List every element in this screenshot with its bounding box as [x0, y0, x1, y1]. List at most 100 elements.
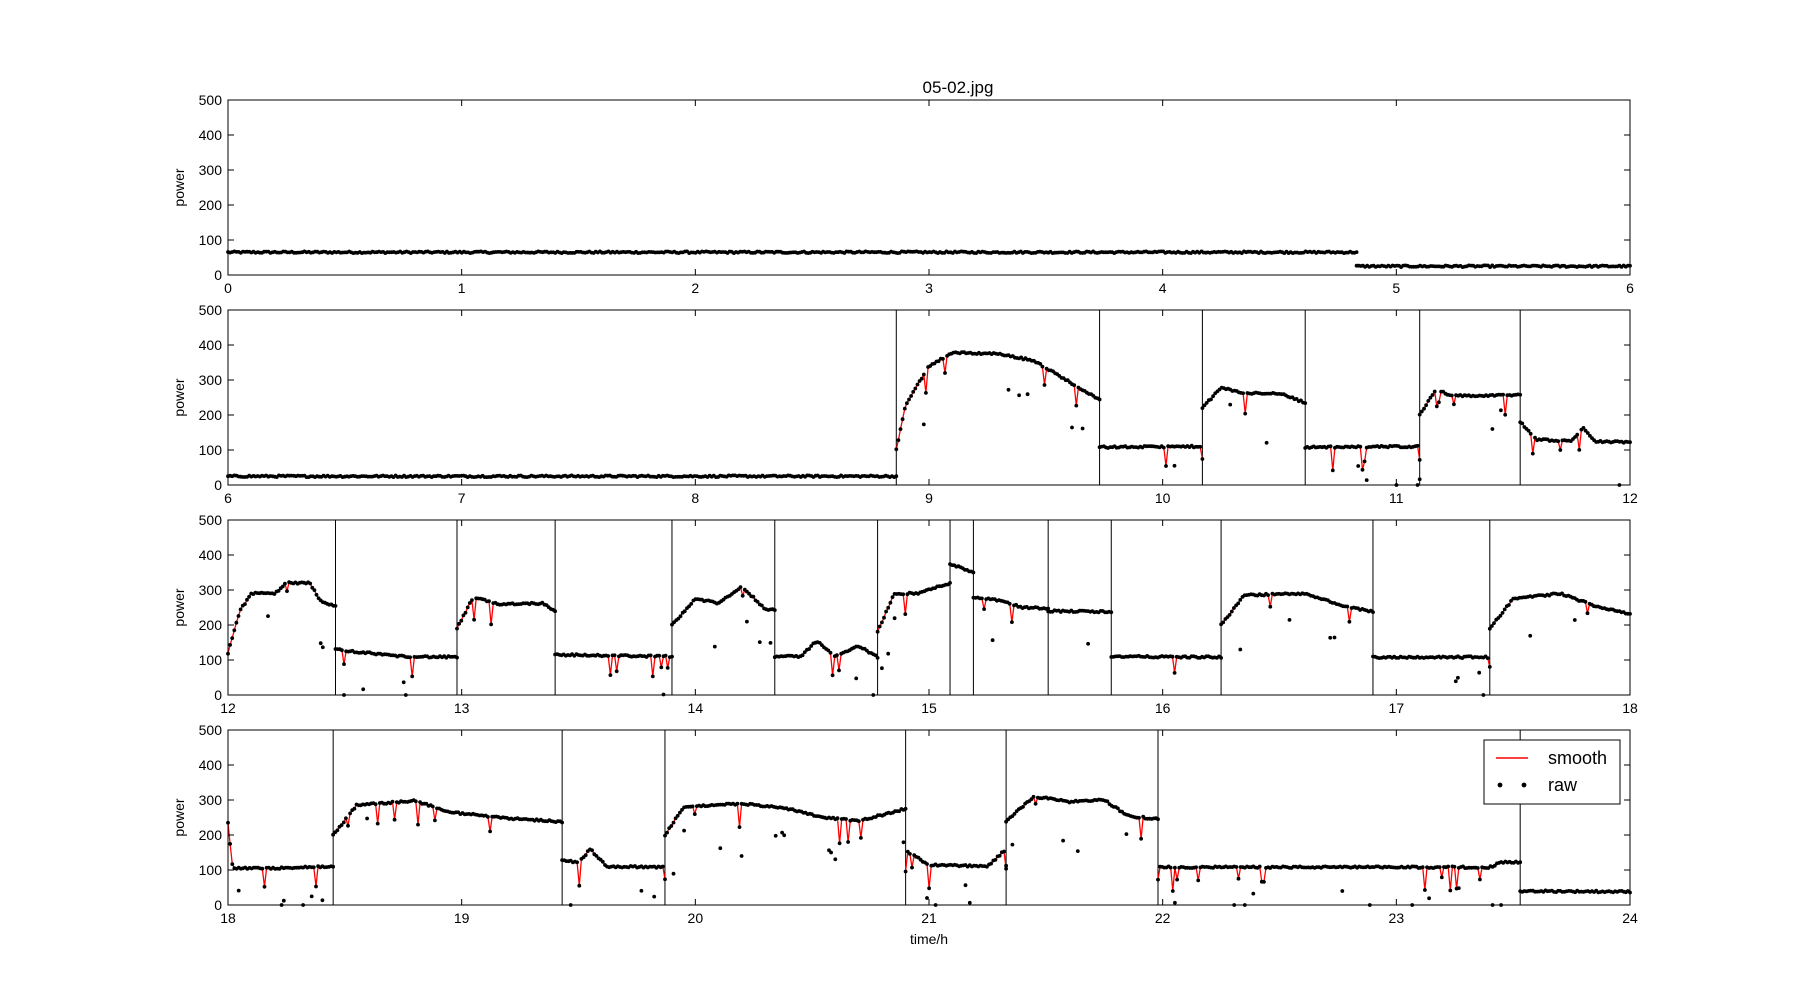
- raw-point: [341, 820, 346, 825]
- raw-series: [875, 581, 952, 671]
- raw-point: [835, 816, 840, 821]
- raw-point: [228, 842, 233, 846]
- chart-panel: 12 13 14 15 16 17 18 0 100 200 300 400 500 power: [171, 512, 1638, 716]
- raw-point: [837, 841, 842, 846]
- raw-point: [1478, 877, 1482, 882]
- legend-smooth-label: smooth: [1548, 748, 1607, 768]
- legend-raw-swatch-dot: [1497, 782, 1503, 788]
- raw-point: [682, 609, 687, 614]
- raw-point: [760, 603, 764, 608]
- raw-point: [1417, 412, 1422, 417]
- raw-point: [1105, 799, 1110, 804]
- raw-point: [1518, 392, 1523, 397]
- raw-point: [1229, 609, 1234, 614]
- raw-point: [314, 884, 318, 889]
- x-tick-label: 12: [1622, 490, 1638, 506]
- raw-point: [243, 602, 247, 606]
- raw-point: [772, 608, 777, 612]
- raw-point: [1575, 432, 1580, 437]
- x-tick-label: 19: [454, 910, 470, 926]
- raw-point: [665, 830, 669, 835]
- raw-series: [226, 580, 338, 656]
- raw-point: [875, 629, 880, 634]
- raw-point: [873, 653, 878, 658]
- raw-point: [375, 821, 380, 826]
- y-tick-label: 0: [214, 897, 222, 913]
- raw-point: [859, 836, 863, 840]
- raw-point: [1452, 864, 1457, 869]
- raw-point: [1238, 647, 1243, 652]
- y-tick-label: 400: [199, 127, 223, 143]
- raw-point: [1452, 402, 1456, 407]
- raw-point: [905, 401, 909, 406]
- raw-point: [285, 589, 289, 593]
- raw-point: [1196, 878, 1201, 883]
- raw-point: [413, 799, 418, 804]
- raw-point: [1500, 611, 1505, 615]
- raw-point: [1528, 431, 1533, 436]
- raw-point: [408, 655, 412, 660]
- raw-point: [486, 815, 490, 819]
- raw-point: [909, 394, 913, 398]
- raw-point: [768, 641, 773, 645]
- raw-point: [1033, 801, 1038, 806]
- raw-point: [1264, 440, 1269, 445]
- raw-point: [1439, 875, 1444, 880]
- raw-point: [880, 666, 884, 671]
- raw-point: [1164, 464, 1168, 468]
- raw-point: [1124, 832, 1129, 836]
- raw-point: [1228, 402, 1233, 407]
- raw-point: [1006, 387, 1011, 392]
- chart-panel: 18 19 20 21 22 23 24 0 100 200 300 400 500 power: [171, 722, 1638, 926]
- raw-point: [1042, 383, 1047, 387]
- raw-point: [245, 597, 249, 602]
- raw-point: [1017, 393, 1021, 398]
- raw-point: [280, 584, 285, 589]
- raw-point: [1234, 865, 1239, 869]
- raw-point: [390, 799, 395, 804]
- raw-point: [854, 676, 859, 681]
- x-tick-label: 17: [1389, 700, 1405, 716]
- x-tick-label: 12: [220, 700, 236, 716]
- raw-point: [489, 622, 493, 627]
- raw-point: [757, 640, 762, 644]
- y-tick-label: 400: [199, 337, 223, 353]
- raw-point: [833, 857, 838, 862]
- raw-point: [262, 884, 267, 889]
- raw-point: [455, 626, 459, 631]
- raw-point: [690, 804, 695, 809]
- raw-point: [1475, 866, 1480, 870]
- raw-series: [1487, 591, 1632, 638]
- raw-point: [1528, 633, 1533, 638]
- raw-series: [331, 798, 564, 837]
- raw-point: [1446, 864, 1451, 869]
- legend-raw-swatch-dot: [1521, 782, 1527, 788]
- raw-point: [989, 861, 993, 866]
- raw-point: [1448, 888, 1453, 893]
- raw-point: [993, 858, 998, 862]
- raw-point: [236, 888, 241, 893]
- raw-point: [659, 665, 664, 670]
- raw-point: [600, 859, 605, 864]
- raw-point: [365, 816, 369, 821]
- raw-point: [467, 601, 472, 605]
- raw-point: [1236, 876, 1241, 881]
- panel-frame: [227, 729, 1631, 906]
- raw-series: [226, 249, 1359, 256]
- raw-series: [971, 595, 1051, 643]
- raw-point: [455, 655, 459, 660]
- raw-point: [373, 802, 378, 807]
- x-tick-label: 5: [1392, 280, 1400, 296]
- raw-point: [980, 596, 984, 601]
- raw-point: [1268, 604, 1273, 609]
- y-tick-label: 300: [199, 162, 223, 178]
- raw-point: [314, 592, 319, 597]
- raw-point: [320, 898, 325, 903]
- raw-point: [266, 614, 270, 618]
- raw-point: [1021, 805, 1025, 809]
- raw-point: [1012, 812, 1017, 816]
- raw-point: [747, 591, 751, 596]
- raw-point: [892, 616, 897, 621]
- y-tick-label: 300: [199, 792, 223, 808]
